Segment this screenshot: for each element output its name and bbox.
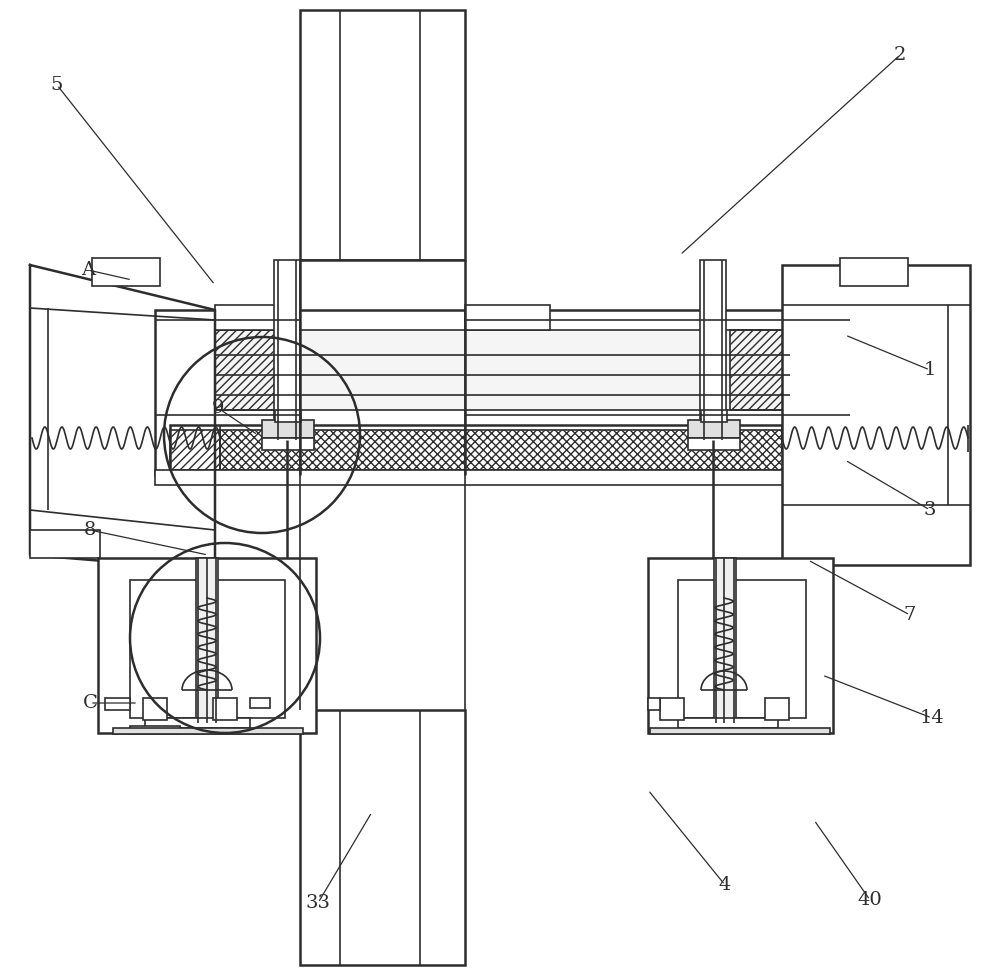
Bar [660, 698, 684, 720]
Bar [215, 305, 300, 330]
Bar [130, 580, 285, 718]
Polygon shape [30, 265, 215, 570]
Text: 5: 5 [51, 76, 63, 94]
Bar [678, 718, 778, 728]
Bar [300, 10, 465, 260]
Text: 1: 1 [924, 361, 936, 379]
Bar [30, 530, 100, 558]
Bar [213, 698, 237, 720]
Bar [785, 430, 835, 470]
Bar [170, 425, 835, 475]
Bar [648, 558, 833, 733]
Text: 33: 33 [306, 894, 330, 912]
Bar [688, 438, 740, 450]
Bar [274, 260, 300, 440]
Bar [143, 698, 167, 720]
Bar [170, 430, 220, 470]
Text: 2: 2 [894, 46, 906, 64]
Bar [262, 438, 314, 450]
Bar [250, 698, 270, 708]
Bar [215, 330, 790, 410]
Text: 9: 9 [212, 399, 224, 417]
Bar [215, 330, 275, 410]
Text: 40: 40 [858, 891, 882, 909]
Bar [782, 265, 970, 565]
Bar [98, 558, 316, 733]
Text: 8: 8 [84, 521, 96, 539]
Text: 7: 7 [904, 606, 916, 624]
Bar [275, 410, 301, 422]
Bar [465, 305, 550, 330]
Text: 14: 14 [920, 709, 944, 727]
Bar [262, 420, 314, 438]
Bar [155, 310, 850, 475]
Bar [700, 260, 726, 440]
Text: 3: 3 [924, 501, 936, 519]
Bar [840, 258, 908, 286]
Bar [648, 698, 660, 710]
Text: A: A [81, 261, 95, 279]
Bar [678, 580, 806, 718]
Bar [688, 420, 740, 438]
Bar [300, 710, 465, 965]
Text: 4: 4 [719, 876, 731, 894]
Bar [701, 410, 727, 422]
Bar [650, 728, 830, 734]
Bar [92, 258, 160, 286]
Bar [105, 698, 130, 710]
Bar [130, 726, 180, 734]
Bar [765, 698, 789, 720]
Text: C: C [83, 694, 97, 712]
Bar [113, 728, 303, 734]
Bar [145, 718, 250, 728]
Bar [155, 470, 850, 485]
Bar [196, 558, 218, 723]
Bar [730, 330, 790, 410]
Bar [220, 430, 785, 470]
Bar [714, 558, 736, 723]
